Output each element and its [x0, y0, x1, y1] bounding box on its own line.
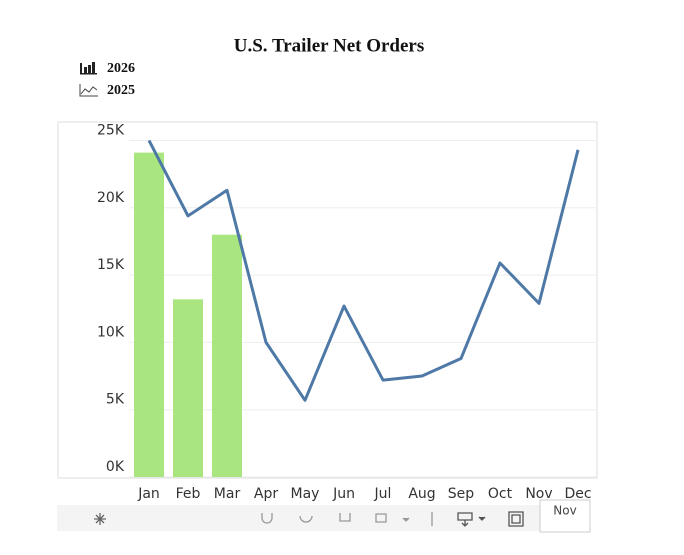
tooltip	[539, 499, 591, 533]
x-tick-label: Nov	[525, 486, 552, 502]
chart-title: U.S. Trailer Net Orders	[234, 35, 425, 56]
x-tick-label: Aug	[408, 486, 435, 502]
x-tick-label: Mar	[214, 486, 241, 502]
x-tick-label: Sep	[448, 486, 475, 502]
bar	[212, 234, 242, 477]
legend-label: 2026	[107, 61, 135, 76]
x-tick-label: Jul	[374, 486, 392, 502]
toolbar-icons[interactable]	[94, 511, 524, 527]
x-tick-label: Apr	[254, 486, 278, 502]
legend-icon-bar	[80, 62, 97, 75]
y-tick-label: 20K	[97, 190, 125, 206]
bar	[173, 299, 203, 477]
x-tick-label: Jan	[137, 486, 160, 502]
legend-icon-line	[79, 84, 98, 97]
x-tick-label: May	[291, 486, 320, 502]
toolbar	[57, 505, 590, 531]
x-tick-label: Oct	[488, 486, 513, 502]
y-tick-label: 10K	[97, 324, 125, 340]
plot-frame	[57, 121, 598, 479]
x-tick-label: Feb	[176, 486, 201, 502]
y-tick-label: 25K	[97, 122, 125, 138]
x-tick-label: Jun	[332, 486, 355, 502]
bar	[134, 152, 164, 477]
y-tick-label: 15K	[97, 257, 125, 273]
y-tick-label: 0K	[106, 459, 125, 475]
legend: 2026 2025	[79, 61, 135, 98]
y-tick-label: 5K	[106, 392, 125, 408]
x-tick-label: Dec	[564, 486, 591, 502]
tooltip-text: Nov	[553, 504, 576, 518]
legend-label: 2025	[107, 83, 135, 98]
line	[147, 139, 580, 402]
